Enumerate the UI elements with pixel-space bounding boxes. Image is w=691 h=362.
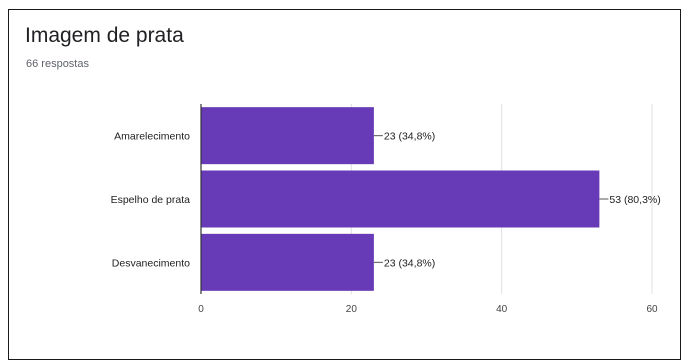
data-label: 23 (34,8%) [384,131,435,143]
category-label: Espelho de prata [111,194,191,206]
data-label: 53 (80,3%) [609,194,660,206]
bar [201,170,600,228]
x-tick-label: 20 [346,304,358,315]
bar [201,107,374,165]
category-label: Desvanecimento [112,257,190,269]
data-label: 23 (34,8%) [384,257,435,269]
x-tick-label: 60 [646,304,658,315]
chart-title: Imagem de prata [25,24,184,47]
bar [201,233,374,291]
x-tick-label: 40 [496,304,508,315]
category-label: Amarelecimento [114,131,190,143]
x-tick-label: 0 [198,304,204,315]
response-count: 66 respostas [26,58,89,70]
